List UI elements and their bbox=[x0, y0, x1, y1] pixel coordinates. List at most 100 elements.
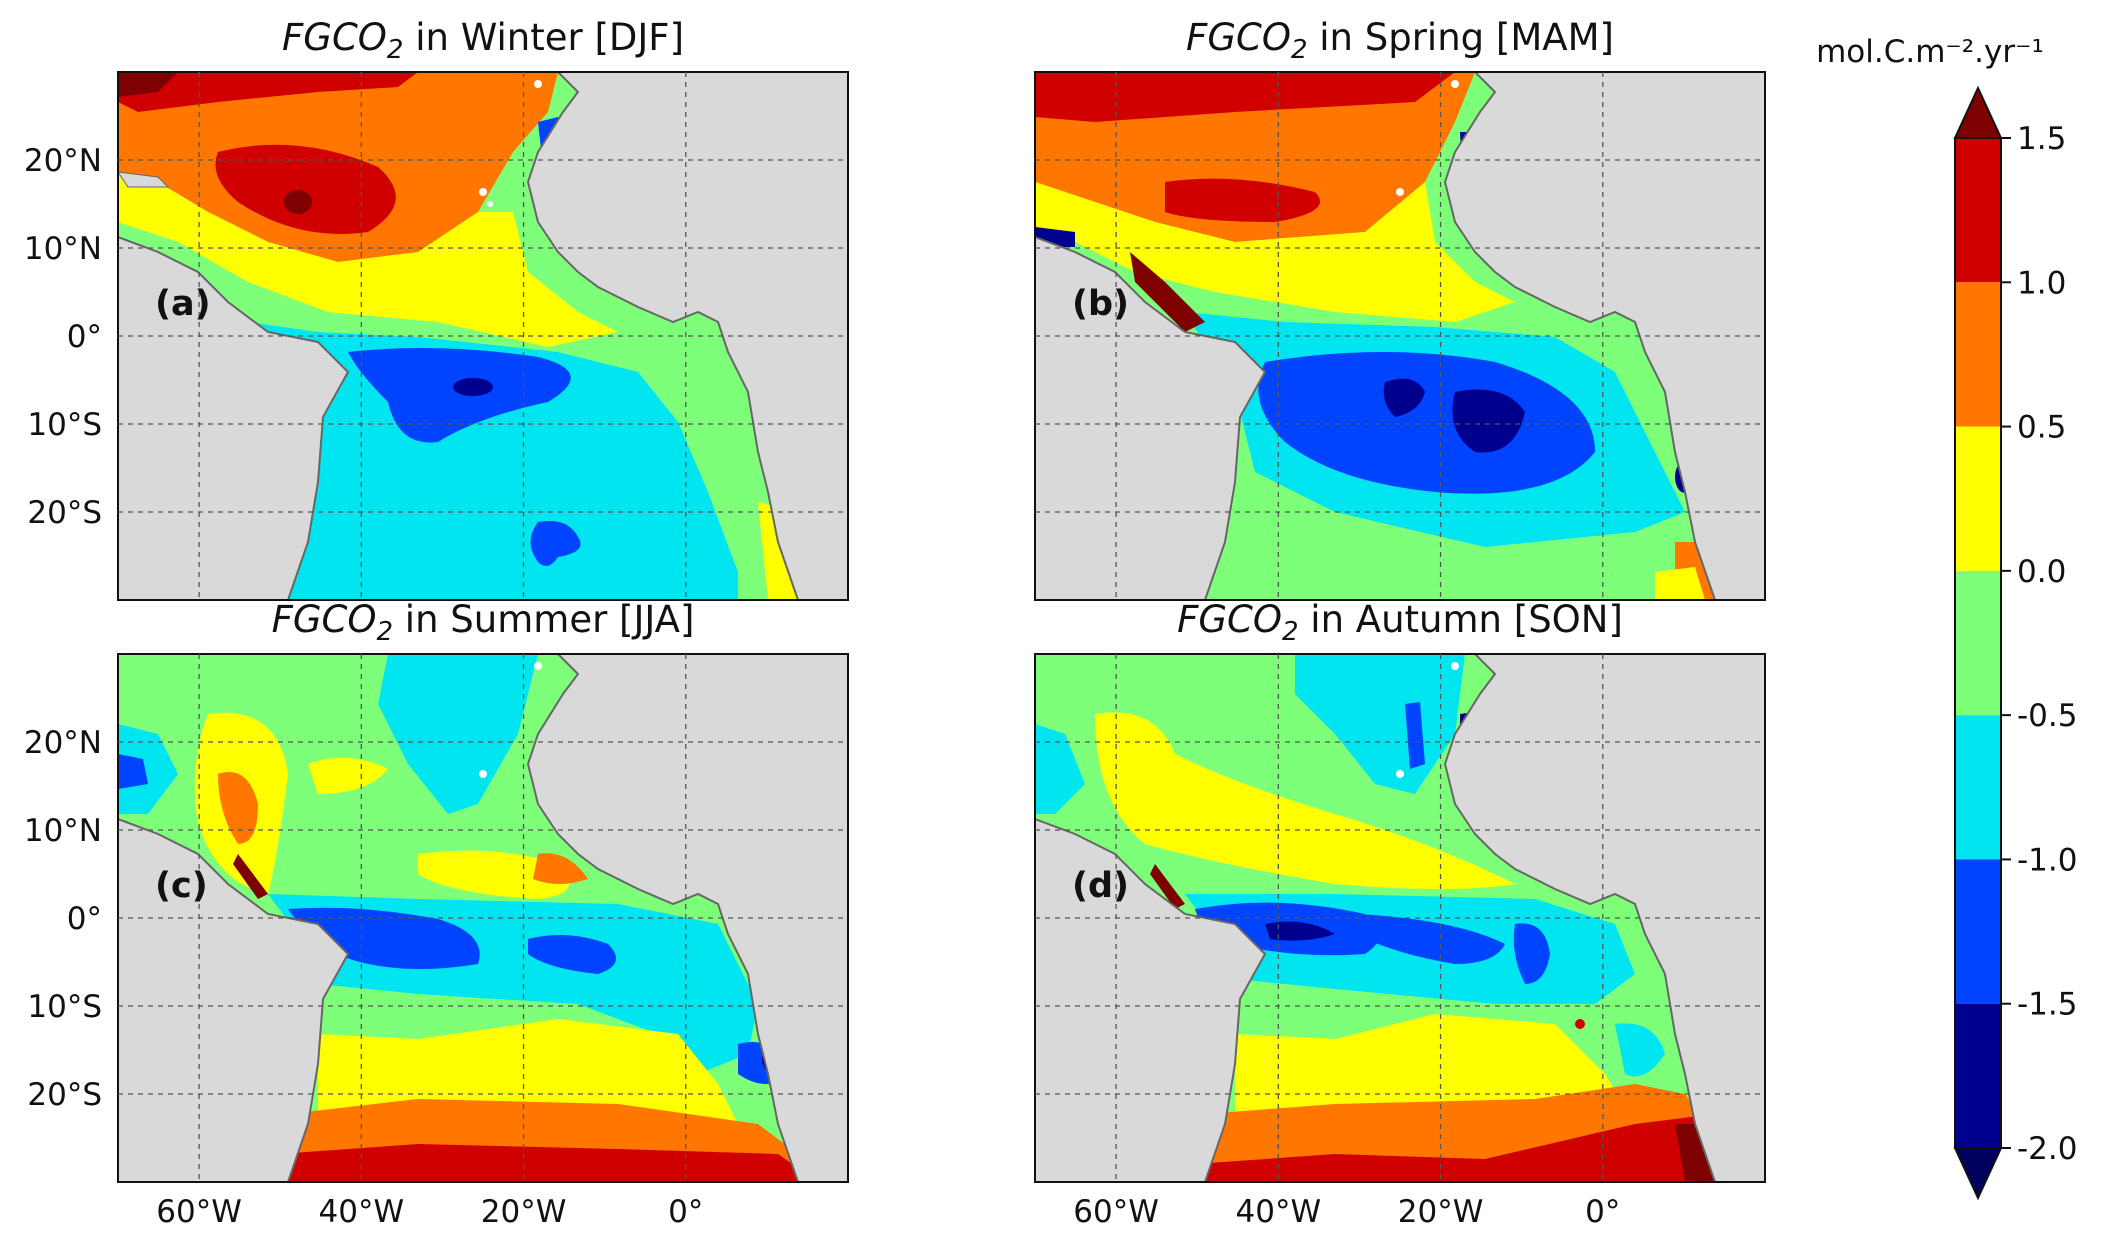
flux-band-blue bbox=[1355, 914, 1505, 964]
flux-band-blue bbox=[348, 348, 571, 443]
colorbar-tick-label: 1.0 bbox=[2017, 265, 2066, 301]
lon-tick-label: 20°W bbox=[481, 1194, 567, 1230]
panel-a-label: (a) bbox=[155, 284, 211, 324]
lon-tick-label: 0° bbox=[1585, 1194, 1620, 1230]
panel-c-title: FGCO2 in Summer [JJA] bbox=[272, 598, 695, 647]
island-canary bbox=[534, 80, 542, 88]
lat-tick-label: 10°N bbox=[24, 231, 102, 267]
lat-tick-label: 20°N bbox=[24, 725, 102, 761]
colorbar-band bbox=[1955, 138, 2001, 283]
colorbar-band bbox=[1955, 282, 2001, 427]
flux-band-orange bbox=[218, 772, 258, 844]
panel-c-lon-ticks: 60°W 40°W 20°W 0° bbox=[156, 1194, 703, 1230]
colorbar: mol.C.m⁻².yr⁻¹ 1.5 1.0 0.5 0.0 -0.5 -1.0 -1.5 -… bbox=[1816, 34, 2078, 1201]
lat-tick-label: 20°S bbox=[27, 1077, 102, 1113]
lon-tick-label: 0° bbox=[668, 1194, 703, 1230]
island-caribbean bbox=[118, 171, 170, 188]
flux-band-yellow bbox=[418, 850, 570, 899]
flux-band-yellow bbox=[1655, 567, 1705, 600]
colorbar-band bbox=[1955, 570, 2001, 716]
colorbar-frame bbox=[1954, 137, 2002, 1149]
panel-c: FGCO2 in Summer [JJA] bbox=[24, 598, 849, 1230]
flux-band-cyan bbox=[1035, 724, 1085, 814]
panel-b-title: FGCO2 in Spring [MAM] bbox=[1186, 16, 1614, 65]
island-cape-verde bbox=[479, 188, 487, 196]
colorbar-ticks: 1.5 1.0 0.5 0.0 -0.5 -1.0 -1.5 -2.0 bbox=[2001, 121, 2078, 1167]
flux-band-darkblue bbox=[1265, 921, 1335, 941]
land-south-america bbox=[118, 817, 350, 1182]
flux-band-cyan bbox=[248, 322, 738, 600]
flux-band-cyan bbox=[378, 654, 538, 814]
island-canary bbox=[1451, 80, 1459, 88]
colorbar-tick-label: -1.0 bbox=[2017, 842, 2078, 878]
lat-tick-label: 10°S bbox=[27, 407, 102, 443]
flux-band-yellow bbox=[308, 757, 388, 794]
panel-b-grid bbox=[1035, 72, 1765, 600]
island-cape-verde bbox=[487, 201, 493, 207]
flux-band-blue bbox=[1258, 352, 1595, 494]
flux-band-darkblue bbox=[453, 378, 493, 396]
flux-band-red bbox=[268, 1144, 818, 1182]
island-cape-verde bbox=[479, 770, 487, 778]
flux-band-blue bbox=[1405, 702, 1425, 769]
flux-band-red bbox=[1035, 72, 1455, 122]
panel-d-grid bbox=[1035, 654, 1765, 1182]
flux-band-yellow bbox=[1095, 712, 1515, 889]
flux-band-blue bbox=[288, 907, 480, 969]
colorbar-extend-bottom bbox=[1953, 1147, 2003, 1201]
colorbar-band bbox=[1955, 1003, 2001, 1148]
panel-a-grid bbox=[118, 72, 848, 600]
island-cape-verde bbox=[1396, 188, 1404, 196]
colorbar-tick-label: 0.0 bbox=[2017, 554, 2066, 590]
flux-band-yellow bbox=[118, 172, 618, 347]
flux-band-yellow bbox=[1035, 182, 1515, 322]
flux-band-darkred bbox=[1130, 252, 1205, 332]
flux-band-blue bbox=[1513, 923, 1550, 984]
panel-a-title: FGCO2 in Winter [DJF] bbox=[282, 16, 684, 65]
lon-tick-label: 60°W bbox=[156, 1194, 242, 1230]
lon-tick-label: 60°W bbox=[1073, 1194, 1159, 1230]
panel-b-label: (b) bbox=[1072, 284, 1129, 324]
colorbar-band bbox=[1955, 859, 2001, 1004]
land-south-america bbox=[118, 235, 350, 600]
lat-tick-label: 0° bbox=[67, 901, 102, 937]
colorbar-unit-label: mol.C.m⁻².yr⁻¹ bbox=[1816, 34, 2044, 70]
panel-d: FGCO2 in Autumn [SON] bbox=[1034, 598, 1766, 1230]
land-south-america bbox=[1035, 817, 1267, 1182]
lat-tick-label: 20°S bbox=[27, 495, 102, 531]
panel-c-lat-ticks: 20°N 10°N 0° 10°S 20°S bbox=[24, 725, 102, 1113]
island-canary bbox=[534, 662, 542, 670]
flux-band-orange bbox=[533, 853, 588, 884]
colorbar-band bbox=[1955, 715, 2001, 860]
lat-tick-label: 10°N bbox=[24, 813, 102, 849]
flux-band-yellow bbox=[318, 1019, 738, 1124]
colorbar-bands bbox=[1953, 85, 2003, 1201]
island-canary bbox=[1451, 662, 1459, 670]
panel-d-title: FGCO2 in Autumn [SON] bbox=[1177, 598, 1623, 647]
flux-band-cyan bbox=[118, 724, 178, 814]
flux-band-red bbox=[1165, 178, 1320, 222]
flux-band-red bbox=[215, 144, 396, 234]
panel-c-grid bbox=[118, 654, 848, 1182]
colorbar-band bbox=[1955, 426, 2001, 571]
flux-band-cyan bbox=[1615, 1023, 1665, 1077]
panel-a-lat-ticks: 20°N 10°N 0° 10°S 20°S bbox=[24, 143, 102, 531]
panel-d-lon-ticks: 60°W 40°W 20°W 0° bbox=[1073, 1194, 1620, 1230]
lon-tick-label: 40°W bbox=[1236, 1194, 1322, 1230]
flux-band-darkblue bbox=[1452, 389, 1525, 453]
colorbar-tick-label: -0.5 bbox=[2017, 698, 2078, 734]
colorbar-tick-label: -2.0 bbox=[2017, 1131, 2078, 1167]
panel-d-label: (d) bbox=[1072, 866, 1129, 906]
colorbar-tick-label: 0.5 bbox=[2017, 410, 2066, 446]
island-cape-verde bbox=[1396, 770, 1404, 778]
panel-c-label: (c) bbox=[155, 866, 208, 906]
flux-band-darkblue bbox=[1383, 378, 1425, 417]
lon-tick-label: 40°W bbox=[319, 1194, 405, 1230]
colorbar-tick-label: 1.5 bbox=[2017, 121, 2066, 157]
flux-band-red bbox=[1185, 1114, 1745, 1182]
flux-band-blue bbox=[118, 754, 148, 789]
flux-band-darkred bbox=[118, 72, 178, 97]
flux-band-blue bbox=[528, 935, 616, 974]
lat-tick-label: 20°N bbox=[24, 143, 102, 179]
